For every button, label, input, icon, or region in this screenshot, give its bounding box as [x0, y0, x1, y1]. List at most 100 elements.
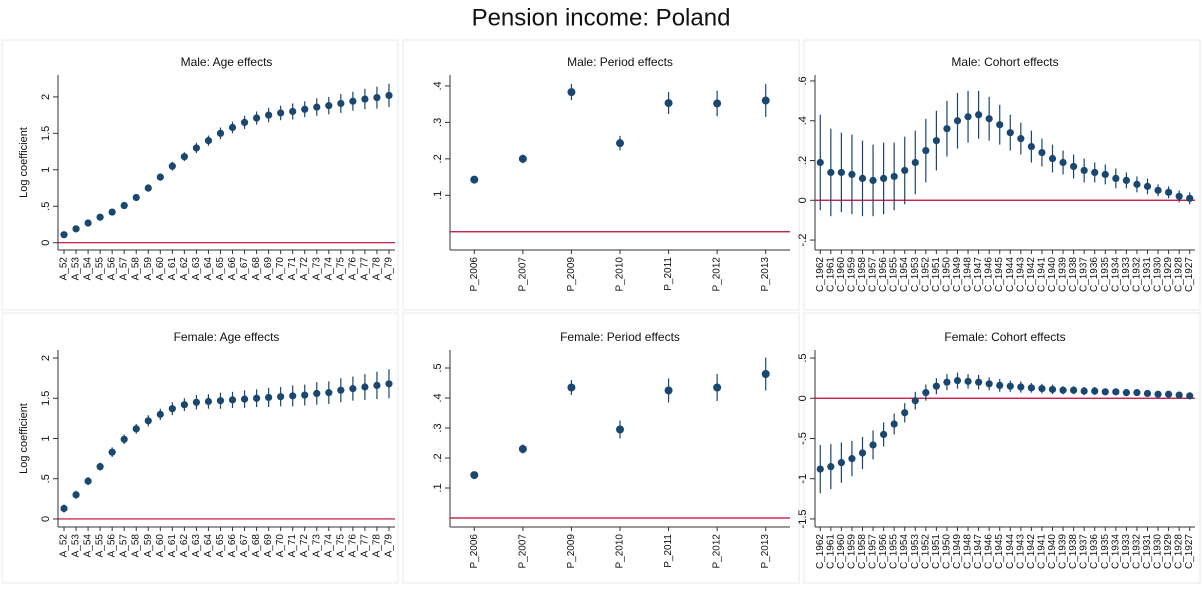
point: [816, 158, 824, 167]
point: [985, 380, 993, 388]
point: [1006, 129, 1014, 137]
point: [996, 121, 1004, 129]
x-tick-label: C_1962: [815, 534, 826, 569]
point: [1091, 168, 1099, 177]
y-tick-label: .1: [432, 483, 444, 492]
y-tick-label: .6: [797, 76, 809, 85]
y-tick-label: -1: [797, 474, 809, 484]
y-tick-label: 0: [40, 516, 52, 522]
point: [144, 184, 152, 192]
x-tick-label: C_1951: [931, 257, 942, 292]
x-tick-label: C_1931: [1142, 257, 1153, 292]
x-tick-label: C_1962: [815, 257, 826, 292]
x-tick-label: A_72: [299, 257, 310, 281]
x-tick-label: C_1928: [1174, 257, 1185, 292]
point: [168, 162, 176, 170]
point: [1006, 382, 1014, 390]
x-tick-label: A_63: [191, 257, 202, 281]
point: [325, 102, 333, 110]
x-tick-label: P_2007: [517, 257, 528, 292]
x-tick-label: P_2011: [663, 257, 674, 291]
x-tick-label: C_1927: [1184, 534, 1195, 569]
x-tick-label: P_2010: [615, 257, 626, 292]
point: [325, 389, 333, 397]
point: [869, 441, 877, 449]
point: [761, 96, 770, 105]
x-tick-label: C_1944: [1005, 534, 1016, 569]
x-tick-label: A_66: [227, 257, 238, 281]
point: [1186, 392, 1194, 400]
y-tick-label: 1: [40, 435, 52, 441]
x-tick-label: C_1936: [1089, 534, 1100, 569]
x-tick-label: C_1958: [857, 534, 868, 569]
y-tick-label: .4: [432, 393, 444, 402]
point: [1101, 388, 1109, 396]
point: [204, 397, 213, 406]
point: [120, 435, 128, 443]
x-tick-label: C_1945: [994, 257, 1005, 292]
x-tick-label: C_1951: [931, 534, 942, 569]
point: [289, 392, 297, 400]
point: [964, 377, 972, 385]
x-tick-label: A_68: [251, 257, 262, 281]
point: [880, 174, 888, 183]
point: [192, 144, 201, 152]
x-tick-label: A_77: [359, 534, 370, 558]
point: [1186, 194, 1194, 202]
x-tick-label: A_57: [119, 534, 130, 558]
x-tick-label: A_77: [359, 257, 370, 281]
point: [277, 109, 285, 117]
y-tick-label: 0: [797, 197, 809, 203]
x-tick-label: C_1954: [899, 257, 910, 292]
x-tick-label: C_1940: [1047, 257, 1058, 292]
x-tick-label: A_64: [203, 534, 214, 558]
panel-frame: [402, 312, 800, 584]
point: [156, 410, 164, 418]
x-tick-label: C_1956: [878, 257, 889, 292]
point: [975, 111, 983, 119]
x-tick-label: P_2012: [712, 534, 723, 569]
x-tick-label: A_58: [131, 257, 142, 281]
x-tick-label: A_60: [155, 534, 166, 558]
x-tick-label: A_74: [323, 257, 334, 281]
x-tick-label: A_66: [227, 534, 238, 558]
point: [216, 397, 225, 405]
point: [518, 445, 527, 453]
point: [518, 154, 527, 163]
x-tick-label: P_2006: [469, 534, 480, 569]
point: [252, 114, 261, 122]
x-tick-label: C_1956: [878, 534, 889, 569]
x-tick-label: A_55: [95, 534, 106, 558]
x-tick-label: C_1949: [952, 534, 963, 569]
y-axis-label: Log coefficient: [18, 403, 30, 474]
point: [664, 386, 673, 395]
x-tick-label: A_72: [299, 534, 310, 558]
x-tick-label: A_76: [347, 257, 358, 281]
x-tick-label: A_59: [143, 257, 154, 281]
x-tick-label: A_69: [263, 534, 274, 558]
point: [1048, 154, 1057, 163]
x-tick-label: C_1953: [910, 257, 921, 292]
point: [470, 175, 479, 184]
x-tick-label: C_1934: [1110, 257, 1121, 292]
point: [373, 381, 381, 389]
y-tick-label: .3: [432, 423, 444, 432]
point: [1143, 389, 1152, 398]
point: [869, 176, 877, 184]
point: [84, 477, 92, 485]
x-tick-label: C_1945: [994, 534, 1005, 569]
point: [132, 193, 140, 202]
panel-title: Female: Cohort effects: [944, 330, 1065, 344]
point: [616, 425, 624, 434]
point: [289, 107, 297, 116]
x-tick-label: A_67: [239, 257, 250, 281]
y-tick-label: -.5: [797, 432, 809, 445]
x-tick-label: A_78: [371, 534, 382, 558]
point: [953, 117, 962, 125]
x-tick-label: C_1935: [1100, 257, 1111, 292]
x-tick-label: P_2009: [566, 534, 577, 569]
point: [761, 370, 770, 378]
point: [168, 405, 176, 413]
x-tick-label: C_1934: [1110, 534, 1121, 569]
point: [1175, 192, 1183, 200]
